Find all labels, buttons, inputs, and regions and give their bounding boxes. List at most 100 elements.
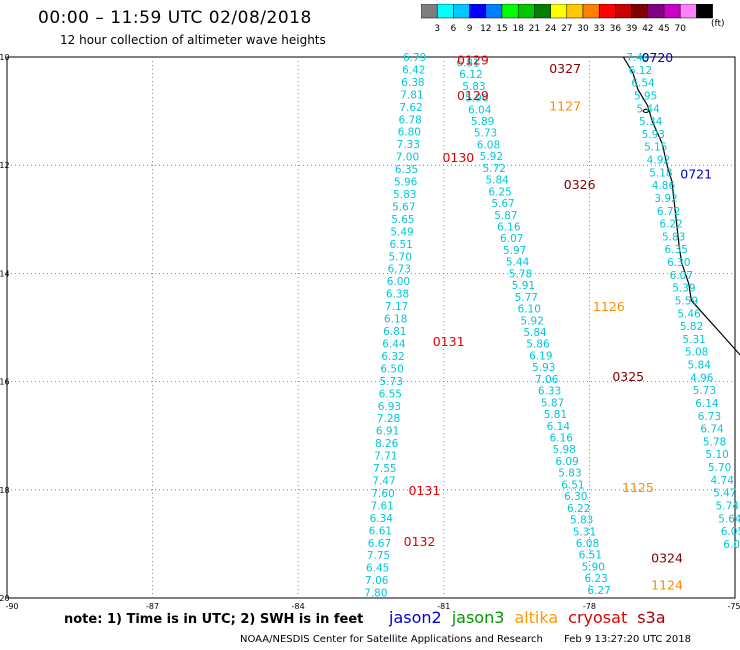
- swh-value-track-a: 5.83: [393, 189, 416, 201]
- lat-tick-label: -14: [0, 269, 10, 278]
- lon-tick-label: -87: [146, 602, 159, 610]
- swh-value-track-a: 6.78: [398, 114, 421, 126]
- swh-value-track-c: 5.64: [718, 513, 740, 525]
- swh-value-track-c: 5.39: [672, 283, 695, 295]
- pass-time-label: 0131: [408, 483, 440, 498]
- swh-value-track-b: 6.08: [576, 538, 599, 550]
- swh-value-track-b: 6.51: [579, 550, 602, 562]
- swh-value-track-a: 6.18: [384, 314, 407, 326]
- swh-value-track-a: 6.32: [381, 351, 404, 363]
- swh-value-track-c: 5.47: [713, 488, 736, 500]
- swh-value-track-c: 5.74: [716, 500, 740, 512]
- swh-value-track-b: 5.84: [485, 175, 509, 187]
- swh-value-track-a: 6.38: [386, 289, 409, 301]
- pass-time-label: 1124: [651, 577, 683, 592]
- swh-value-track-c: 5.46: [677, 308, 701, 320]
- swh-value-track-c: 6.12: [629, 65, 652, 77]
- lat-tick-label: -12: [0, 161, 10, 170]
- swh-value-track-c: 4.92: [647, 155, 670, 167]
- colorbar-label: 30: [577, 24, 589, 34]
- swh-value-track-b: 6.25: [488, 186, 511, 198]
- swh-value-track-b: 5.72: [483, 163, 506, 175]
- note-text: note: 1) Time is in UTC; 2) SWH is in fe…: [64, 612, 364, 627]
- colorbar-label: 6: [451, 24, 457, 34]
- swh-value-track-b: 5.44: [506, 257, 530, 269]
- pass-time-label: 1126: [593, 299, 625, 314]
- swh-value-track-b: 6.16: [497, 222, 521, 234]
- swh-value-track-b: 5.90: [582, 561, 605, 573]
- swh-value-track-c: 6.22: [659, 219, 682, 231]
- swh-value-track-b: 5.31: [573, 526, 596, 538]
- swh-value-track-c: 5.93: [642, 129, 665, 141]
- colorbar-label: 9: [467, 24, 473, 34]
- swh-value-track-c: 6.73: [698, 411, 721, 423]
- swh-value-track-a: 7.55: [373, 463, 396, 475]
- colorbar-label: 70: [674, 24, 686, 34]
- footer-timestamp: Feb 9 13:27:20 UTC 2018: [564, 634, 692, 645]
- swh-value-track-b: 6.23: [584, 573, 607, 585]
- pass-time-label: 0131: [433, 334, 465, 349]
- wave-height-colorbar: 3 6 9 12 15 18 21 24 27 30 33 36 39 42 45 70: [421, 4, 713, 34]
- swh-value-track-a: 7.28: [377, 413, 400, 425]
- swh-value-track-b: 6.09: [555, 456, 578, 468]
- swh-value-track-c: 5.18: [649, 167, 672, 179]
- swh-value-track-c: 6.00: [723, 539, 740, 551]
- swh-value-track-b: 6.33: [538, 386, 561, 398]
- swh-value-track-b: 6.12: [459, 69, 482, 81]
- swh-value-track-b: 5.86: [526, 339, 550, 351]
- swh-value-track-a: 6.81: [383, 326, 406, 338]
- lat-tick-label: -18: [0, 486, 10, 495]
- colorbar-label: 15: [496, 24, 507, 34]
- swh-value-track-a: 6.67: [368, 538, 391, 550]
- pass-time-label: 0130: [442, 150, 474, 165]
- swh-value-track-c: 6.72: [657, 206, 680, 218]
- swh-value-track-b: 5.91: [512, 280, 535, 292]
- swh-value-track-b: 5.84: [523, 327, 547, 339]
- colorbar-label: 3: [434, 24, 440, 34]
- swh-value-track-b: 6.08: [477, 139, 500, 151]
- pass-time-label: 1125: [622, 480, 654, 495]
- swh-value-track-b: 5.73: [474, 128, 497, 140]
- swh-value-track-b: 5.83: [558, 468, 581, 480]
- swh-value-track-b: 5.78: [509, 268, 532, 280]
- swh-value-track-c: 5.70: [708, 462, 731, 474]
- swh-value-track-a: 6.00: [387, 276, 410, 288]
- swh-value-track-a: 6.91: [376, 426, 399, 438]
- legend-item-altika: altika: [514, 608, 559, 627]
- swh-value-track-c: 5.08: [685, 347, 708, 359]
- swh-value-track-b: 6.10: [518, 304, 541, 316]
- swh-value-track-c: 5.44: [636, 103, 660, 115]
- swh-value-track-b: 5.77: [515, 292, 538, 304]
- swh-value-track-c: 5.34: [639, 116, 663, 128]
- pass-time-label: 1127: [549, 99, 581, 114]
- swh-value-track-c: 6.74: [700, 424, 724, 436]
- swh-value-track-b: 5.98: [552, 444, 575, 456]
- lon-tick-label: -78: [583, 602, 596, 610]
- swh-value-track-b: 5.93: [532, 362, 555, 374]
- swh-value-track-a: 7.47: [372, 475, 395, 487]
- swh-value-track-c: 4.96: [690, 372, 714, 384]
- pass-time-label: 0326: [564, 177, 596, 192]
- colorbar-label: 33: [593, 24, 604, 34]
- swh-value-track-b: 6.14: [547, 421, 571, 433]
- swh-value-track-a: 7.17: [385, 301, 408, 313]
- swh-value-track-b: 6.22: [567, 503, 590, 515]
- colorbar-unit: (ft): [711, 19, 725, 29]
- island-outline: [642, 108, 650, 114]
- map-subtitle: 12 hour collection of altimeter wave hei…: [60, 33, 326, 47]
- swh-value-track-b: 6.04: [468, 104, 492, 116]
- swh-value-track-a: 7.61: [370, 500, 393, 512]
- swh-value-track-a: 6.93: [378, 401, 401, 413]
- swh-value-track-c: 6.54: [631, 78, 655, 90]
- swh-value-track-c: 6.14: [695, 398, 719, 410]
- swh-value-track-a: 7.71: [374, 451, 397, 463]
- map-title: 00:00 – 11:59 UTC 02/08/2018: [38, 8, 312, 28]
- swh-value-track-a: 8.26: [375, 438, 399, 450]
- swh-value-track-c: 5.95: [634, 90, 657, 102]
- swh-value-track-b: 6.30: [564, 491, 587, 503]
- swh-value-track-a: 6.45: [366, 563, 389, 575]
- swh-value-track-b: 6.27: [587, 585, 610, 597]
- swh-value-track-a: 6.38: [401, 77, 424, 89]
- swh-value-track-c: 4.86: [652, 180, 676, 192]
- swh-value-track-a: 7.00: [396, 152, 419, 164]
